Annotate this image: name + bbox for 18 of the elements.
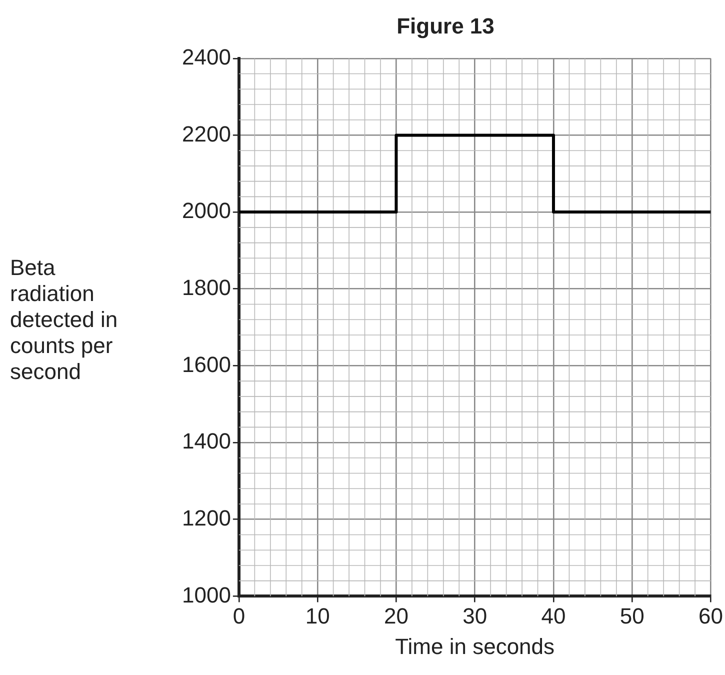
y-axis-title: Beta radiation detected in counts per second — [10, 255, 119, 385]
y-tick-label: 1800 — [182, 274, 231, 300]
y-tick-label: 1400 — [182, 428, 231, 454]
x-tick-label: 0 — [232, 603, 246, 628]
y-tick-label: 1200 — [182, 505, 231, 530]
y-tick-label: 1000 — [182, 582, 231, 608]
x-tick-label: 50 — [620, 603, 644, 628]
y-tick-label: 2200 — [182, 121, 231, 146]
x-tick-label: 60 — [698, 603, 724, 628]
chart-title: Figure 13 — [396, 13, 494, 38]
x-tick-label: 40 — [541, 603, 566, 628]
y-tick-label: 2000 — [182, 198, 231, 224]
y-tick-label: 1600 — [182, 352, 231, 377]
y-tick-label: 2400 — [182, 44, 231, 70]
x-tick-label: 20 — [384, 603, 408, 628]
x-axis-title: Time in seconds — [395, 634, 555, 659]
x-tick-label: 30 — [462, 603, 488, 628]
x-tick-label: 10 — [305, 603, 330, 628]
